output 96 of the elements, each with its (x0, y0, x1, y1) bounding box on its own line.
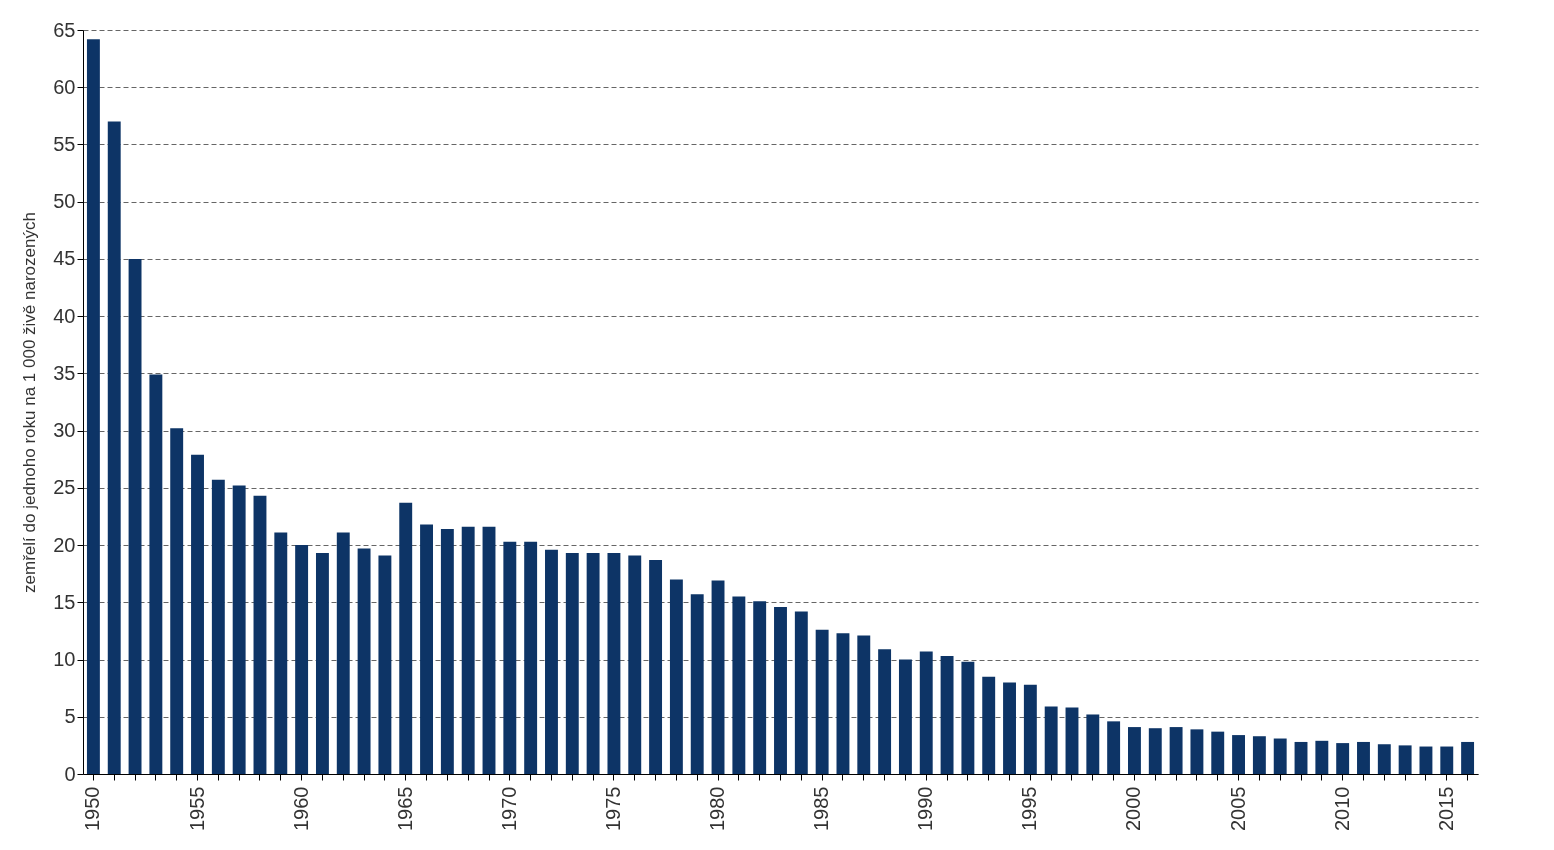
bar (107, 121, 121, 774)
bar (898, 659, 912, 774)
y-tick-label: 55 (53, 132, 76, 155)
x-tick-label: 1960 (289, 786, 312, 831)
x-tick-label: 2015 (1434, 786, 1457, 831)
x-tick-label: 1955 (185, 786, 208, 831)
x-tick-label: 1980 (706, 786, 729, 831)
x-tick-label: 2000 (1122, 786, 1145, 831)
bar (857, 635, 871, 774)
x-tick-label: 1970 (497, 786, 520, 831)
bar (982, 676, 996, 774)
bar (815, 629, 829, 774)
bar (1315, 740, 1329, 774)
x-tick-label: 1975 (601, 786, 624, 831)
bar (711, 580, 725, 774)
bar (1461, 741, 1475, 774)
bar (961, 661, 975, 774)
bar (274, 532, 288, 774)
bar (232, 485, 246, 774)
y-tick-label: 25 (53, 476, 76, 499)
x-tick-label: 1985 (810, 786, 833, 831)
bar (440, 529, 454, 774)
bar (1107, 721, 1121, 774)
bar (1419, 746, 1433, 774)
bar (524, 541, 538, 774)
bar (253, 495, 267, 774)
y-tick-label: 65 (53, 18, 76, 41)
bar (669, 579, 683, 774)
bar (794, 611, 808, 774)
bar (211, 479, 225, 774)
bar (836, 633, 850, 774)
bar (649, 559, 663, 774)
bar (919, 651, 933, 774)
bar (1336, 743, 1350, 774)
bar (149, 374, 163, 774)
bar (1148, 728, 1162, 774)
bar (315, 553, 329, 774)
bar (628, 555, 642, 774)
y-tick-label: 10 (53, 648, 76, 671)
bar (1232, 735, 1246, 774)
bar (545, 549, 558, 774)
bar (1398, 745, 1412, 774)
y-tick-label: 40 (53, 304, 76, 327)
bar (607, 553, 621, 774)
bar (357, 548, 371, 774)
bar (753, 601, 767, 774)
bar (690, 594, 704, 774)
bar (1190, 729, 1204, 774)
bar (565, 553, 579, 774)
x-tick-label: 1965 (393, 786, 416, 831)
bar (1211, 731, 1225, 774)
bar (774, 606, 787, 774)
y-tick-label: 60 (53, 75, 76, 98)
bar (86, 39, 100, 774)
bar (1086, 714, 1100, 774)
y-axis-title: zemřelí do jednoho roku na 1 000 živě narozených (20, 212, 40, 593)
x-tick-label: 2005 (1226, 786, 1249, 831)
x-tick-label: 1950 (81, 786, 104, 831)
bar (461, 526, 475, 774)
bar (191, 454, 204, 774)
y-tick-label: 0 (64, 762, 76, 785)
bar (1252, 736, 1266, 774)
y-tick-label: 35 (53, 361, 76, 384)
bar (1377, 744, 1391, 774)
bar (1169, 727, 1183, 774)
bar (503, 541, 517, 774)
bar (1440, 746, 1454, 774)
bar (170, 428, 184, 774)
x-tick-label: 1990 (914, 786, 937, 831)
bar (1273, 738, 1287, 774)
bar (940, 656, 954, 774)
bar (336, 532, 350, 774)
bar (878, 649, 892, 774)
bar (586, 553, 600, 774)
y-tick-label: 5 (64, 705, 76, 728)
x-tick-label: 1995 (1018, 786, 1041, 831)
bar (378, 555, 392, 774)
bar (732, 596, 746, 774)
bar (1003, 682, 1016, 774)
bar (1357, 741, 1370, 774)
bar (1044, 706, 1058, 774)
bar (399, 502, 413, 774)
bar (128, 258, 142, 774)
bar (295, 545, 309, 774)
x-tick-label: 2010 (1330, 786, 1353, 831)
y-tick-label: 45 (53, 247, 76, 270)
bar (1294, 741, 1308, 774)
bar (1065, 707, 1079, 774)
y-tick-label: 20 (53, 533, 76, 556)
bar (482, 526, 496, 774)
bar (1023, 684, 1037, 774)
bar (420, 524, 433, 774)
y-tick-label: 30 (53, 419, 76, 442)
y-tick-label: 15 (53, 590, 76, 613)
bar (1128, 727, 1141, 774)
y-tick-label: 50 (53, 190, 76, 213)
